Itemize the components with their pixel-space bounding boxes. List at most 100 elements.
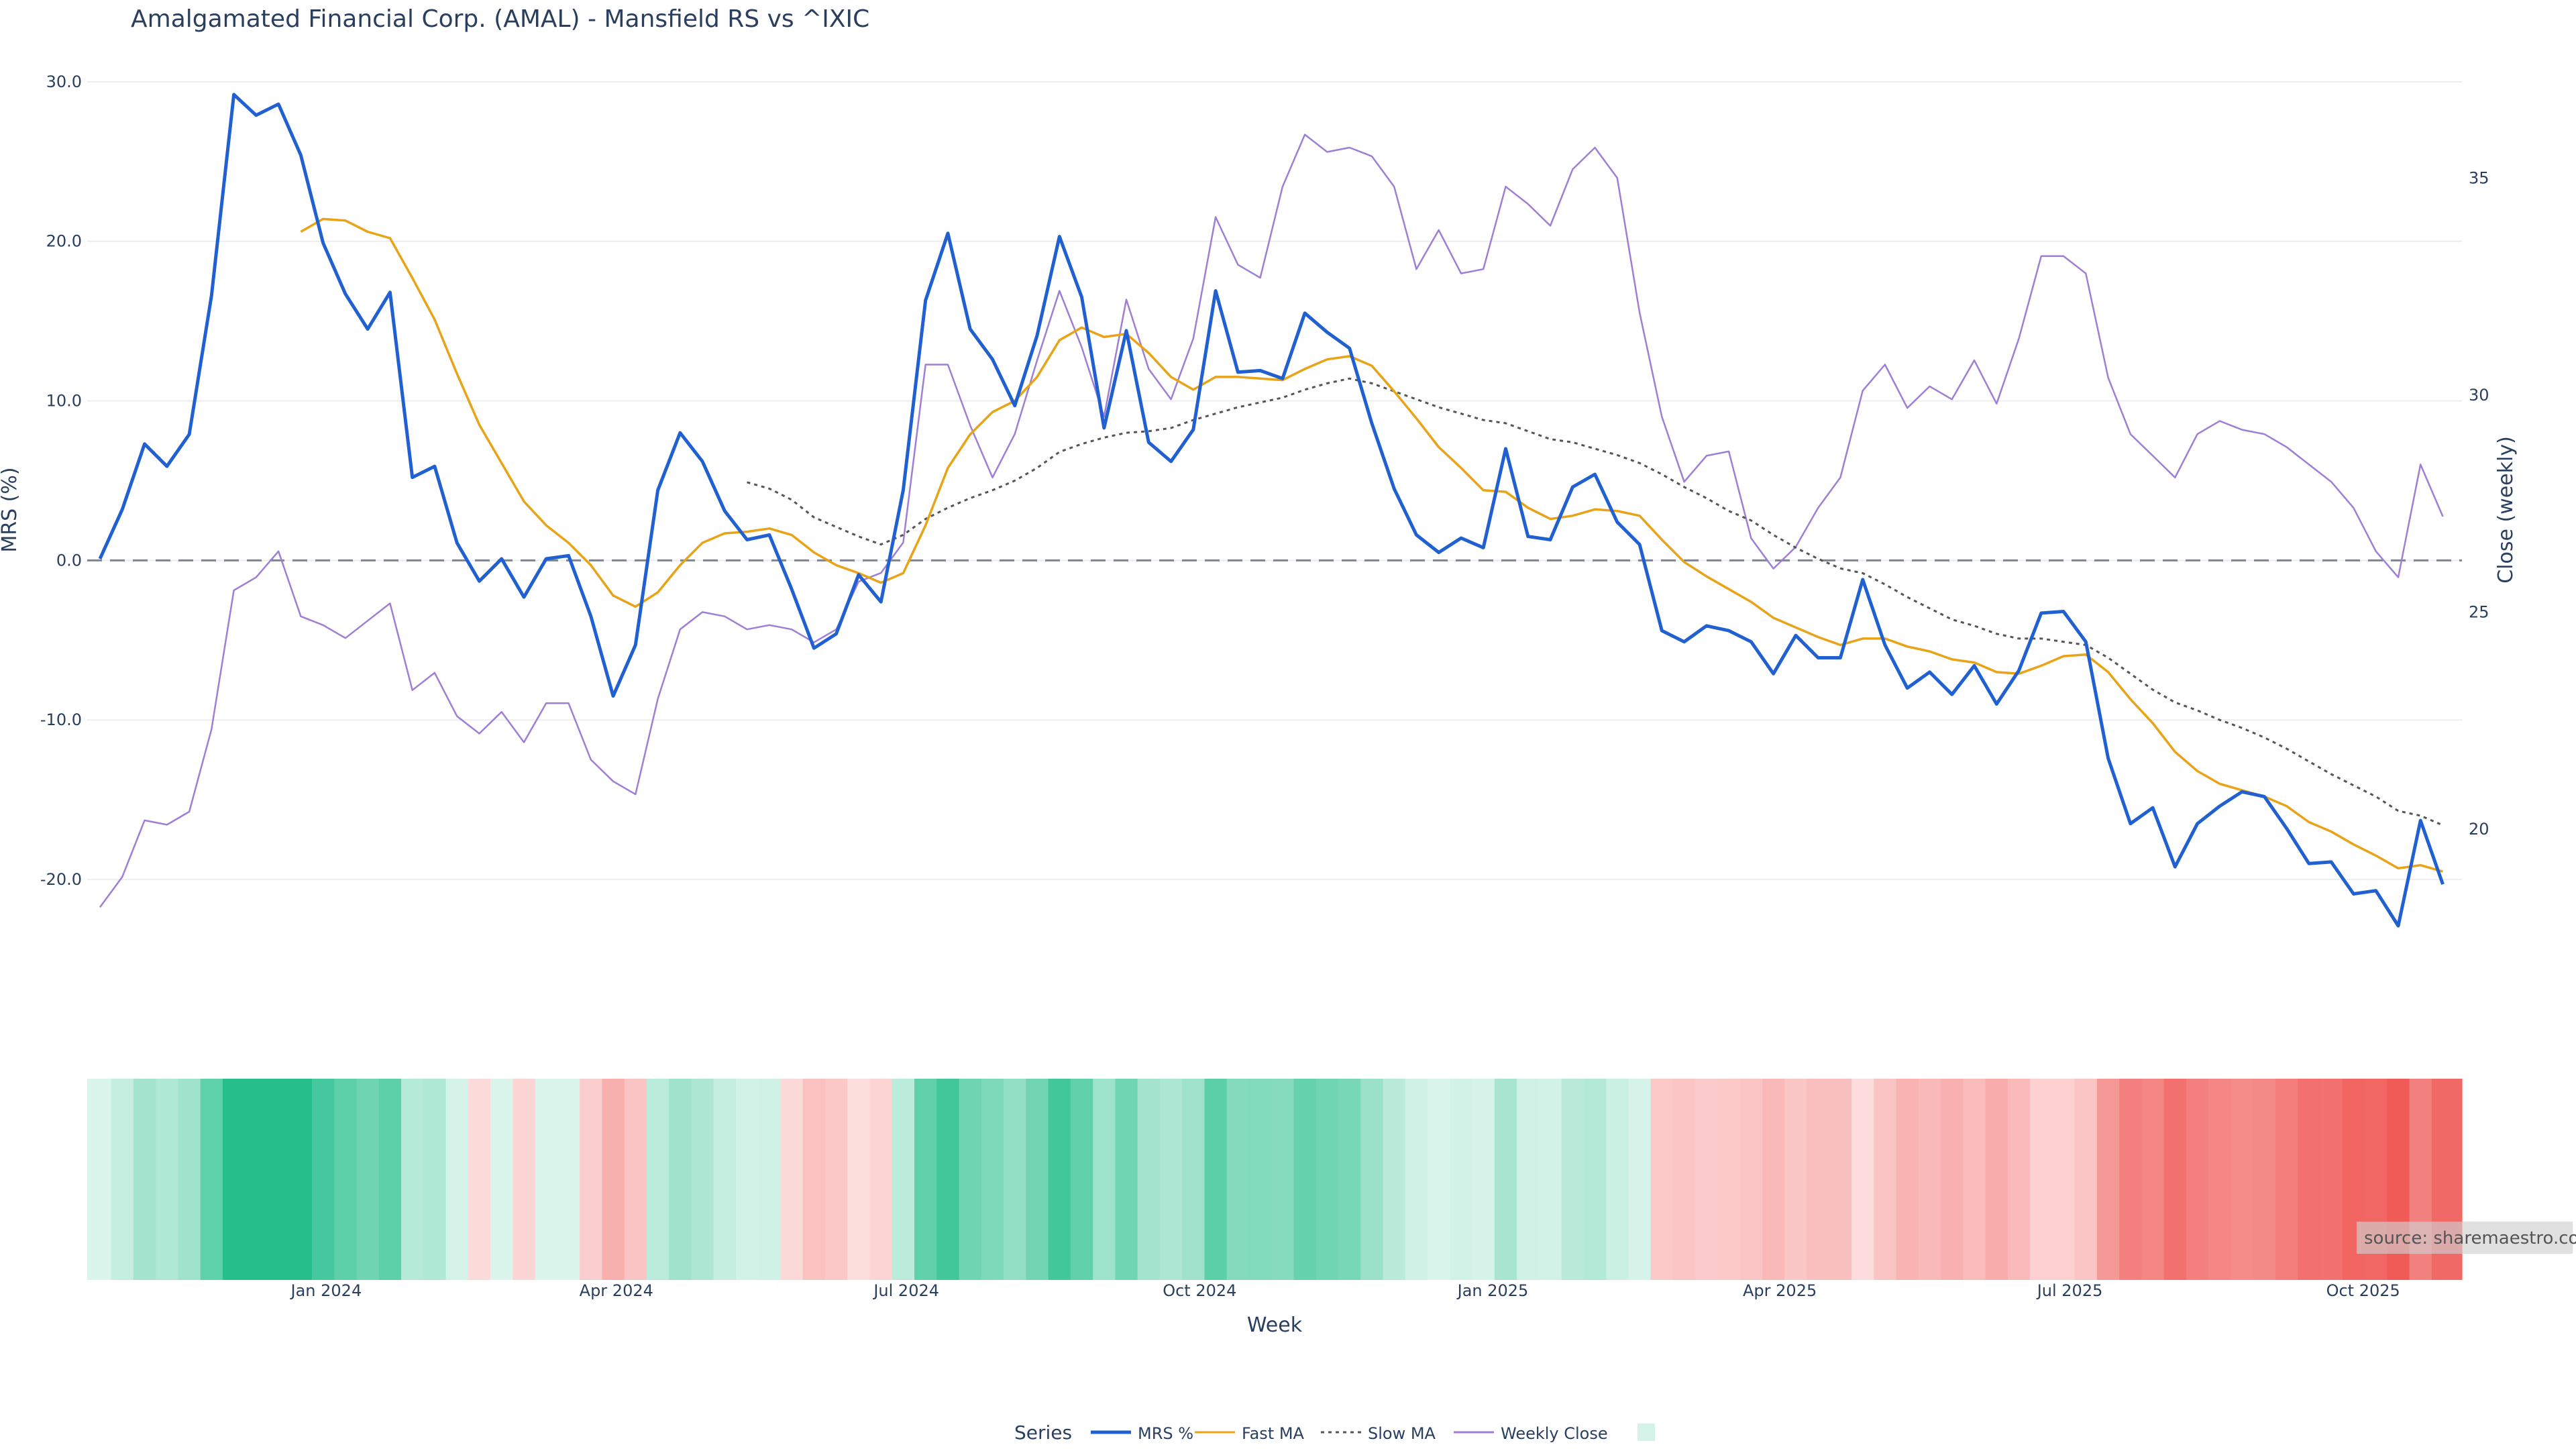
heatmap-cell (1517, 1079, 1540, 1280)
heatmap-cell (802, 1079, 826, 1280)
heatmap-cell (736, 1079, 759, 1280)
heatmap-cell (156, 1079, 179, 1280)
x-tick-label: Apr 2024 (580, 1281, 653, 1300)
heatmap-cell (1450, 1079, 1473, 1280)
heatmap-cell (1048, 1079, 1071, 1280)
heatmap-cell (1137, 1079, 1161, 1280)
heatmap-cell (535, 1079, 558, 1280)
heatmap-cell (468, 1079, 491, 1280)
heatmap-cell (1739, 1079, 1763, 1280)
heatmap-cell (2163, 1079, 2187, 1280)
heatmap-cell (1673, 1079, 1696, 1280)
heatmap-cell (2119, 1079, 2143, 1280)
heatmap-cell (1070, 1079, 1093, 1280)
heatmap-cell (646, 1079, 669, 1280)
heatmap-cell (1695, 1079, 1719, 1280)
x-tick-label: Oct 2025 (2326, 1281, 2400, 1300)
chart-title: Amalgamated Financial Corp. (AMAL) - Man… (131, 5, 869, 33)
heatmap-cell (981, 1079, 1004, 1280)
heatmap-cell (2298, 1079, 2321, 1280)
heatmap-cell (2007, 1079, 2031, 1280)
x-tick-label: Jan 2024 (290, 1281, 362, 1300)
heatmap-cell (1606, 1079, 1629, 1280)
heatmap-cell (222, 1079, 246, 1280)
x-axis: Jan 2024 Apr 2024 Jul 2024 Oct 2024 Jan 2025… (290, 1281, 2400, 1300)
y-tick-label: 30.0 (46, 72, 82, 91)
heatmap-cell (356, 1079, 380, 1280)
heatmap-cell (1271, 1079, 1295, 1280)
heatmap-cell (1093, 1079, 1116, 1280)
heatmap-cell (1628, 1079, 1652, 1280)
heatmap-cell (1784, 1079, 1808, 1280)
heatmap-cell (289, 1079, 313, 1280)
heatmap-cell (1874, 1079, 1897, 1280)
legend-label: MRS % (1138, 1424, 1193, 1443)
heatmap-cell (1159, 1079, 1183, 1280)
source-text: source: sharemaestro.com (2364, 1228, 2576, 1248)
heatmap-cell (580, 1079, 602, 1280)
heatmap-cell (334, 1079, 358, 1280)
heatmap-cell (111, 1079, 134, 1280)
heatmap-cell (914, 1079, 937, 1280)
heatmap-cell (1004, 1079, 1026, 1280)
mrs-heatmap-band (87, 1079, 2463, 1280)
source-annotation: source: sharemaestro.com (2357, 1222, 2576, 1254)
y-tick-label: -10.0 (40, 710, 82, 729)
y-tick-label: -20.0 (40, 870, 82, 889)
y2-axis-title: Close (weekly) (2494, 436, 2518, 584)
y-tick-label: 0.0 (56, 551, 82, 570)
heatmap-cell (2275, 1079, 2298, 1280)
heatmap-cell (2231, 1079, 2254, 1280)
heatmap-cell (2030, 1079, 2053, 1280)
heatmap-cell (1360, 1079, 1384, 1280)
weekly-close-line (99, 133, 2444, 908)
x-tick-label: Oct 2024 (1163, 1281, 1236, 1300)
x-tick-label: Jul 2024 (872, 1281, 939, 1300)
y2-tick-label: 25 (2469, 602, 2489, 621)
heatmap-cell (1472, 1079, 1495, 1280)
heatmap-cell (1941, 1079, 1964, 1280)
heatmap-cell (1405, 1079, 1428, 1280)
legend-label: Slow MA (1368, 1424, 1436, 1443)
heatmap-cell (758, 1079, 782, 1280)
heatmap-cell (245, 1079, 268, 1280)
y2-tick-label: 35 (2469, 168, 2489, 187)
heatmap-cell (847, 1079, 871, 1280)
heatmap-cell (133, 1079, 156, 1280)
x-tick-label: Apr 2025 (1743, 1281, 1817, 1300)
x-tick-label: Jan 2025 (1456, 1281, 1529, 1300)
heatmap-cell (2052, 1079, 2076, 1280)
heatmap-cell (1561, 1079, 1585, 1280)
legend-label: Weekly Close (1501, 1424, 1608, 1443)
heatmap-cell (892, 1079, 915, 1280)
heatmap-cell (1249, 1079, 1272, 1280)
heatmap-cell (1717, 1079, 1741, 1280)
heatmap-cell (2141, 1079, 2165, 1280)
heatmap-cell (1762, 1079, 1785, 1280)
heatmap-cell (1918, 1079, 1941, 1280)
heatmap-cell (669, 1079, 692, 1280)
heatmap-cell (780, 1079, 804, 1280)
legend-item: Weekly Close (1454, 1424, 1608, 1443)
x-axis-title: Week (1247, 1313, 1303, 1337)
heatmap-cell (178, 1079, 201, 1280)
heatmap-cell (1985, 1079, 2008, 1280)
heatmap-cell (1494, 1079, 1517, 1280)
heatmap-cell (825, 1079, 848, 1280)
heatmap-cell (1428, 1079, 1450, 1280)
y-axis-title: MRS (%) (0, 467, 21, 552)
heatmap-cell (2253, 1079, 2276, 1280)
heatmap-cell (869, 1079, 893, 1280)
heatmap-cell (691, 1079, 714, 1280)
heatmap-cell (1226, 1079, 1250, 1280)
heatmap-cell (1338, 1079, 1361, 1280)
y-tick-label: 10.0 (46, 392, 82, 411)
y2-tick-label: 20 (2469, 820, 2489, 839)
heatmap-cell (1204, 1079, 1228, 1280)
slow-ma-line (747, 377, 2444, 826)
heatmap-cell (1115, 1079, 1138, 1280)
heatmap-cell (2074, 1079, 2098, 1280)
heatmap-cell (1026, 1079, 1049, 1280)
heatmap-cell (624, 1079, 647, 1280)
